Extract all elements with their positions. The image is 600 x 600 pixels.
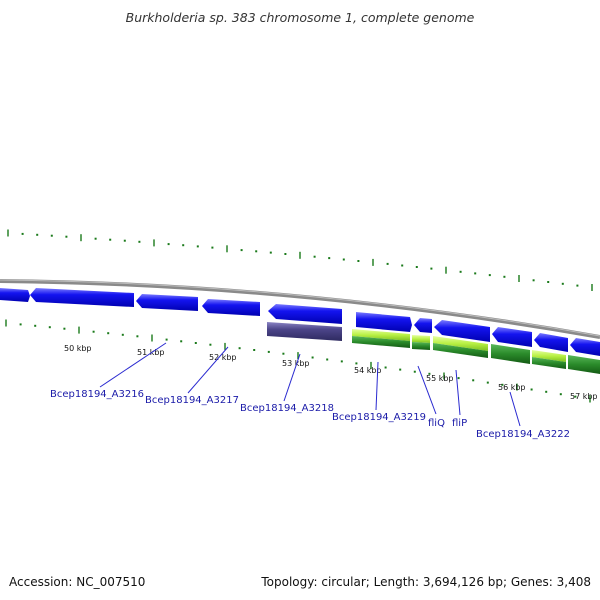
chromosome-backbone-highlight	[0, 279, 600, 337]
feature-block-muted[interactable]	[267, 322, 342, 341]
kbp-scale: 50 kbp 51 kbp 52 kbp 53 kbp 54 kbp 55 kb…	[64, 344, 598, 401]
kbp-label: 56 kbp	[498, 383, 526, 392]
feature-block-dark[interactable]	[532, 357, 566, 369]
kbp-label: 53 kbp	[282, 359, 310, 368]
gene-leader-lines	[99, 342, 521, 427]
kbp-label: 52 kbp	[209, 353, 237, 362]
gene-label[interactable]: Bcep18194_A3222	[476, 429, 570, 440]
genome-summary-text: Topology: circular; Length: 3,694,126 bp…	[260, 575, 591, 589]
feature-block-dark[interactable]	[491, 344, 530, 364]
kbp-label: 57 kbp	[570, 392, 598, 401]
gene-arrow[interactable]	[356, 312, 412, 332]
gene-arrow[interactable]	[136, 294, 198, 311]
gene-label[interactable]: fliP	[452, 418, 467, 429]
gene-arrow[interactable]	[534, 333, 568, 352]
kbp-label: 54 kbp	[354, 366, 382, 375]
gene-arrow[interactable]	[492, 327, 532, 347]
kbp-label: 50 kbp	[64, 344, 92, 353]
upper-tick-row	[7, 229, 593, 291]
gene-label[interactable]: Bcep18194_A3216	[50, 389, 144, 400]
gene-labels: Bcep18194_A3216 Bcep18194_A3217 Bcep1819…	[50, 389, 570, 440]
gene-track-blue	[0, 288, 600, 356]
feature-block-dark[interactable]	[412, 342, 430, 350]
accession-text: Accession: NC_007510	[9, 575, 145, 589]
leader-line	[283, 353, 301, 402]
gene-arrow[interactable]	[268, 304, 342, 324]
gene-arrow[interactable]	[202, 299, 260, 316]
feature-block-dark[interactable]	[433, 343, 488, 358]
feature-block-light[interactable]	[532, 350, 566, 362]
leader-line	[187, 346, 229, 394]
feature-block-dark[interactable]	[352, 336, 410, 348]
leader-line	[99, 342, 167, 388]
gene-label[interactable]: Bcep18194_A3217	[145, 395, 239, 406]
feature-block-light[interactable]	[352, 329, 410, 341]
leader-line	[509, 391, 521, 427]
leader-line	[375, 361, 379, 411]
leader-line	[417, 365, 437, 415]
gene-arrow[interactable]	[414, 318, 432, 333]
kbp-label: 55 kbp	[426, 374, 454, 383]
gene-arrow[interactable]	[434, 320, 490, 342]
kbp-label: 51 kbp	[137, 348, 165, 357]
feature-block-dark[interactable]	[568, 355, 600, 374]
feature-block-light[interactable]	[433, 336, 488, 351]
feature-track-green	[352, 329, 600, 374]
map-title: Burkholderia sp. 383 chromosome 1, compl…	[126, 10, 475, 25]
gene-label[interactable]: Bcep18194_A3219	[332, 412, 426, 423]
gene-arrow[interactable]	[30, 288, 134, 307]
gene-arrow[interactable]	[0, 288, 30, 302]
lower-tick-row	[5, 319, 591, 403]
gene-label[interactable]: fliQ	[428, 418, 445, 429]
leader-line	[455, 369, 461, 416]
gene-label[interactable]: Bcep18194_A3218	[240, 403, 334, 414]
gene-arrow[interactable]	[570, 338, 600, 356]
feature-block-light[interactable]	[412, 335, 430, 343]
chromosome-backbone	[0, 279, 600, 339]
